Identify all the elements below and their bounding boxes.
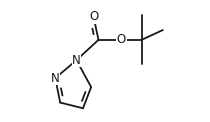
Text: N: N [72, 54, 81, 67]
Text: N: N [51, 72, 60, 85]
Text: O: O [89, 10, 98, 24]
Text: O: O [117, 33, 126, 46]
